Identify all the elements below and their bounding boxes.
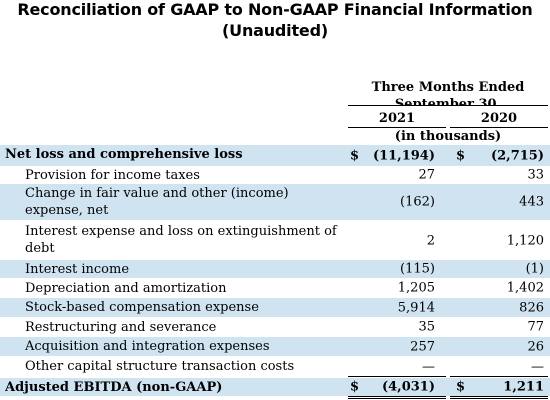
currency-symbol: $ xyxy=(350,148,360,163)
table-row: Acquisition and integration expenses 257… xyxy=(0,337,550,356)
table-row: Restructuring and severance 35 77 xyxy=(0,318,550,336)
year-2020-rule xyxy=(450,127,548,128)
period-rule xyxy=(348,105,548,106)
value-2021: 27 xyxy=(418,167,435,183)
row-label: Change in fair value and other (income) … xyxy=(25,186,289,218)
double-underline-2021-b xyxy=(348,398,446,399)
double-underline-2020-a xyxy=(450,396,548,397)
row-label: Provision for income taxes xyxy=(25,168,200,183)
double-underline-2021-a xyxy=(348,396,446,397)
value-2021: 35 xyxy=(418,319,435,335)
table-row: Other capital structure transaction cost… xyxy=(0,357,550,376)
report-title: Reconciliation of GAAP to Non-GAAP Finan… xyxy=(17,0,533,19)
value-2021: 1,205 xyxy=(397,280,435,296)
value-2021: 5,914 xyxy=(397,300,435,315)
value-2020: 26 xyxy=(527,339,544,354)
value-2020: 443 xyxy=(519,194,544,210)
value-2021: 257 xyxy=(410,339,435,354)
value-2020: 33 xyxy=(527,167,544,183)
table-row: Provision for income taxes 27 33 xyxy=(0,166,550,184)
row-label: Net loss and comprehensive loss xyxy=(5,147,243,162)
value-2020: 1,120 xyxy=(506,233,544,249)
units-label: (in thousands) xyxy=(394,129,502,144)
value-2020: 826 xyxy=(519,300,544,315)
table-row: Interest income (115) (1) xyxy=(0,260,550,278)
table-row: Net loss and comprehensive loss $ (11,19… xyxy=(0,145,550,166)
row-label: Acquisition and integration expenses xyxy=(25,339,270,354)
value-2020: 1,402 xyxy=(506,280,544,296)
subtotal-rule-2020 xyxy=(450,376,548,377)
report-subtitle: (Unaudited) xyxy=(222,21,328,40)
value-2020: — xyxy=(531,359,544,374)
table-row: Adjusted EBITDA (non-GAAP) $ (4,031) $ 1… xyxy=(0,378,550,396)
period-header: Three Months Ended September 30, xyxy=(371,80,525,106)
value-2020: 77 xyxy=(527,319,544,335)
value-2021: 2 xyxy=(426,233,435,249)
value-2021: (4,031) xyxy=(381,379,435,395)
subtotal-rule-2021 xyxy=(348,376,446,377)
row-label: Stock-based compensation expense xyxy=(25,300,259,315)
table-row: Change in fair value and other (income) … xyxy=(0,184,550,220)
table-row: Depreciation and amortization 1,205 1,40… xyxy=(0,279,550,297)
row-label: Restructuring and severance xyxy=(25,320,217,335)
value-2021: (162) xyxy=(400,194,435,210)
year-2021-rule xyxy=(348,127,446,128)
year-2020-header: 2020 xyxy=(480,111,518,126)
value-2020: (2,715) xyxy=(490,148,544,163)
currency-symbol: $ xyxy=(456,148,466,163)
row-label: Interest expense and loss on extinguishm… xyxy=(25,224,337,256)
value-2020: 1,211 xyxy=(503,379,544,395)
currency-symbol: $ xyxy=(350,379,360,395)
table-row: Interest expense and loss on extinguishm… xyxy=(0,222,550,260)
double-underline-2020-b xyxy=(450,398,548,399)
value-2021: (115) xyxy=(400,261,435,277)
value-2021: (11,194) xyxy=(372,148,435,163)
value-2021: — xyxy=(422,359,435,374)
row-label: Other capital structure transaction cost… xyxy=(25,359,295,374)
year-2021-header: 2021 xyxy=(378,111,416,126)
row-label: Interest income xyxy=(25,262,130,277)
currency-symbol: $ xyxy=(456,379,466,395)
row-label: Depreciation and amortization xyxy=(25,281,227,296)
row-label: Adjusted EBITDA (non-GAAP) xyxy=(5,380,223,395)
table-row: Stock-based compensation expense 5,914 8… xyxy=(0,298,550,317)
value-2020: (1) xyxy=(525,261,544,277)
